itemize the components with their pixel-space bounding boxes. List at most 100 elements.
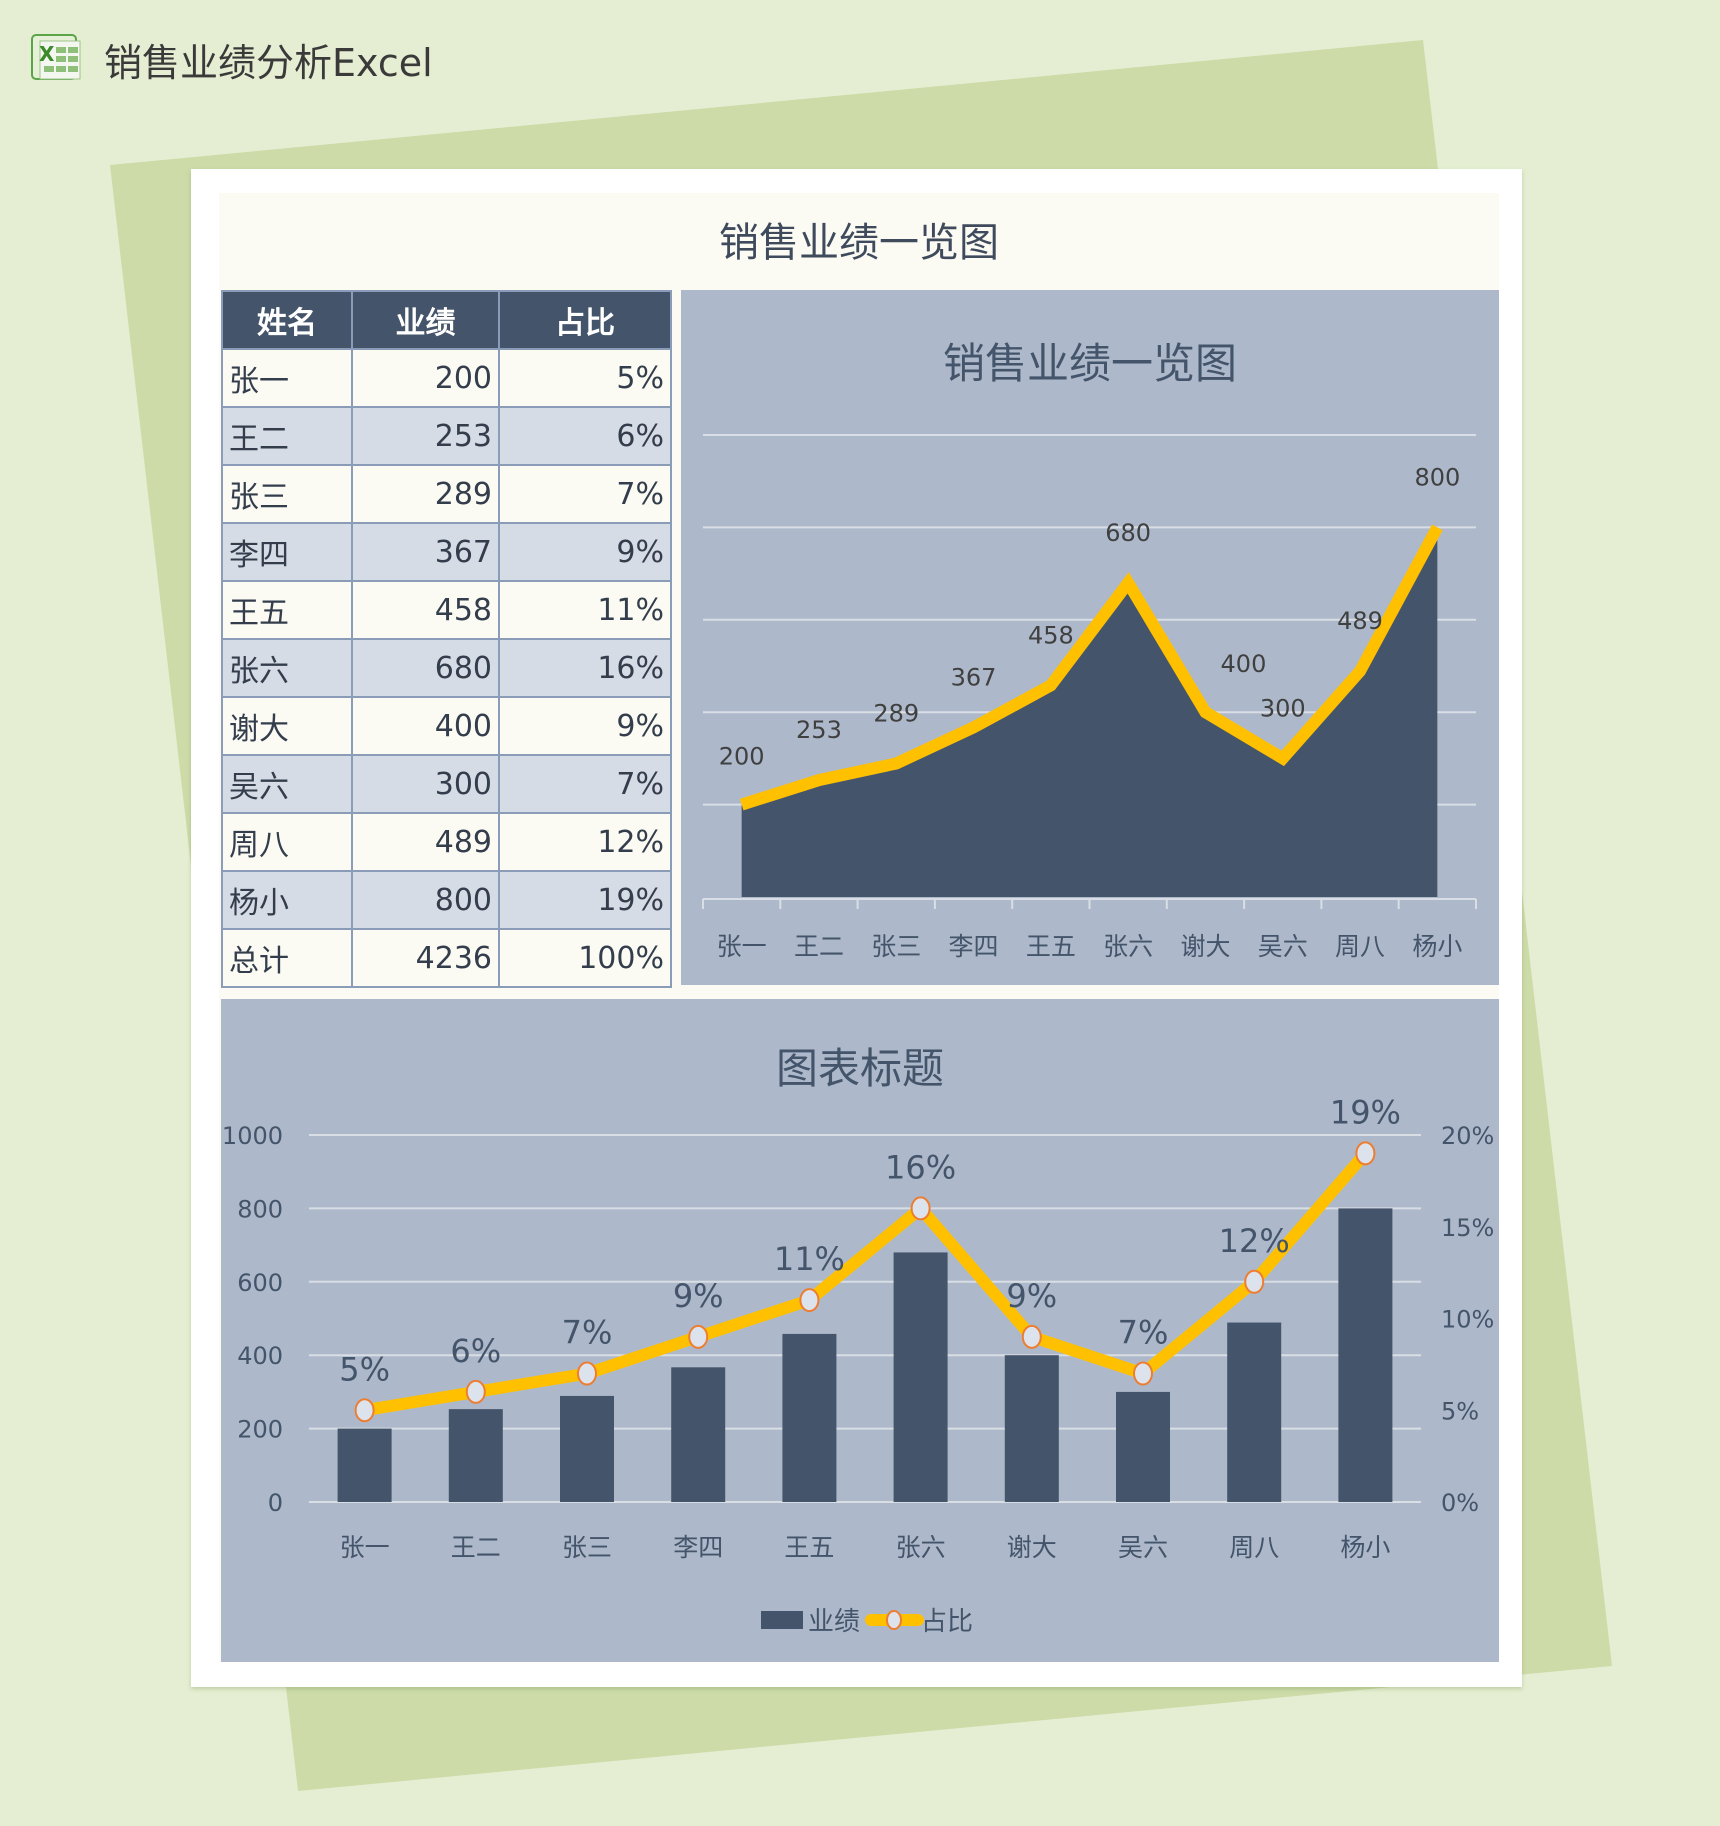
pct-data-label: 11% (774, 1240, 845, 1278)
cell-value[interactable]: 400 (351, 696, 500, 756)
line-marker[interactable] (1244, 1269, 1265, 1294)
cell-value[interactable]: 4236 (351, 928, 500, 988)
line-marker[interactable] (1021, 1324, 1042, 1349)
area-chart-title: 销售业绩一览图 (942, 339, 1237, 388)
bar[interactable] (1338, 1208, 1393, 1502)
table-row: 总计 4236 100% (221, 928, 672, 988)
cell-pct[interactable]: 16% (498, 638, 672, 698)
cell-name[interactable]: 谢大 (221, 696, 353, 756)
x-axis-label: 张六 (896, 1533, 946, 1562)
app-title: 销售业绩分析Excel (104, 41, 433, 85)
line-marker[interactable] (354, 1398, 375, 1423)
data-label: 400 (1221, 650, 1267, 678)
line-marker[interactable] (910, 1196, 931, 1221)
combo-chart: 0 200 400 600 800 1000 0% 5% 10% 15% 20% 5% 6% 7% 9% 11… (222, 1093, 1494, 1637)
x-axis-label: 谢大 (1180, 932, 1230, 961)
cell-pct[interactable]: 100% (498, 928, 672, 988)
x-axis-label: 李四 (949, 932, 999, 961)
bar[interactable] (782, 1333, 837, 1502)
header-pct[interactable]: 占比 (498, 290, 672, 350)
data-label: 680 (1105, 519, 1151, 547)
cell-name[interactable]: 总计 (221, 928, 353, 988)
x-axis-label: 张一 (340, 1533, 390, 1562)
bar[interactable] (671, 1367, 726, 1502)
cell-name[interactable]: 杨小 (221, 870, 353, 930)
cell-pct[interactable]: 7% (498, 464, 672, 524)
bar[interactable] (893, 1252, 948, 1502)
chart-legend[interactable]: 业绩 占比 (761, 1607, 973, 1637)
cell-pct[interactable]: 6% (498, 406, 672, 466)
cell-name[interactable]: 王二 (221, 406, 353, 466)
cell-value[interactable]: 367 (351, 522, 500, 582)
svg-text:X: X (39, 42, 55, 66)
cell-pct[interactable]: 9% (498, 522, 672, 582)
cell-value[interactable]: 253 (351, 406, 500, 466)
cell-pct[interactable]: 7% (498, 754, 672, 814)
x-axis-label: 吴六 (1258, 932, 1308, 961)
cell-value[interactable]: 680 (351, 638, 500, 698)
table-row: 李四 367 9% (221, 522, 672, 582)
header-name[interactable]: 姓名 (221, 290, 353, 350)
pct-data-label: 9% (673, 1277, 724, 1315)
data-label: 300 (1260, 694, 1306, 722)
legend-bar-swatch-icon (761, 1611, 803, 1629)
header-value[interactable]: 业绩 (351, 290, 500, 350)
x-axis-label: 张三 (871, 932, 921, 961)
pct-data-label: 6% (450, 1332, 501, 1370)
pct-data-label: 7% (1118, 1314, 1169, 1352)
cell-pct[interactable]: 5% (498, 348, 672, 408)
x-axis-label: 张一 (717, 932, 767, 961)
table-row: 周八 489 12% (221, 812, 672, 872)
cell-name[interactable]: 张六 (221, 638, 353, 698)
cell-name[interactable]: 李四 (221, 522, 353, 582)
line-marker[interactable] (1355, 1141, 1376, 1166)
sheet-title: 销售业绩一览图 (719, 220, 999, 266)
line-marker[interactable] (799, 1288, 820, 1313)
data-label: 253 (796, 716, 842, 744)
y2-axis-label: 15% (1441, 1214, 1494, 1242)
area-chart-panel[interactable]: 销售业绩一览图 200 253 289 367 458 680 400 300 489 800 张一… (681, 290, 1499, 985)
line-marker[interactable] (1133, 1361, 1153, 1386)
cell-value[interactable]: 300 (351, 754, 500, 814)
cell-value[interactable]: 200 (351, 348, 500, 408)
combo-chart-panel[interactable]: 图表标题 0 200 400 600 800 1000 0% 5% 10% 15% 20% 5% 6% 7… (221, 999, 1499, 1662)
cell-name[interactable]: 张一 (221, 348, 353, 408)
bar[interactable] (337, 1428, 392, 1502)
cell-name[interactable]: 周八 (221, 812, 353, 872)
cell-value[interactable]: 800 (351, 870, 500, 930)
bar[interactable] (560, 1395, 614, 1502)
x-axis-label: 张六 (1103, 932, 1153, 961)
bar[interactable] (1227, 1322, 1282, 1502)
data-label: 800 (1414, 463, 1460, 491)
cell-pct[interactable]: 9% (498, 696, 672, 756)
y-axis-label: 400 (237, 1342, 283, 1370)
line-marker[interactable] (465, 1379, 486, 1404)
cell-name[interactable]: 吴六 (221, 754, 353, 814)
bar[interactable] (1116, 1391, 1170, 1502)
x-axis-label: 王五 (784, 1533, 834, 1562)
area-chart: 200 253 289 367 458 680 400 300 489 800 张一 王二 张三 李四 王五… (702, 434, 1477, 961)
cell-pct[interactable]: 11% (498, 580, 672, 640)
cell-value[interactable]: 289 (351, 464, 500, 524)
cell-name[interactable]: 张三 (221, 464, 353, 524)
bar[interactable] (448, 1409, 503, 1502)
cell-name[interactable]: 王五 (221, 580, 353, 640)
table-row: 张六 680 16% (221, 638, 672, 698)
y2-axis-label: 10% (1441, 1306, 1494, 1334)
cell-pct[interactable]: 19% (498, 870, 672, 930)
table-row: 杨小 800 19% (221, 870, 672, 930)
cell-pct[interactable]: 12% (498, 812, 672, 872)
cell-value[interactable]: 458 (351, 580, 500, 640)
line-marker[interactable] (577, 1361, 597, 1386)
area-series[interactable] (741, 527, 1438, 897)
x-axis-label: 周八 (1229, 1533, 1279, 1562)
x-axis-label: 周八 (1335, 932, 1385, 961)
line-marker[interactable] (688, 1324, 709, 1349)
cell-value[interactable]: 489 (351, 812, 500, 872)
table-header-row: 姓名 业绩 占比 (221, 290, 672, 350)
bar[interactable] (1004, 1355, 1059, 1502)
y2-axis-label: 5% (1441, 1397, 1479, 1425)
y-axis-label: 800 (237, 1195, 283, 1223)
y2-axis-label: 0% (1441, 1489, 1479, 1517)
table-row: 吴六 300 7% (221, 754, 672, 814)
